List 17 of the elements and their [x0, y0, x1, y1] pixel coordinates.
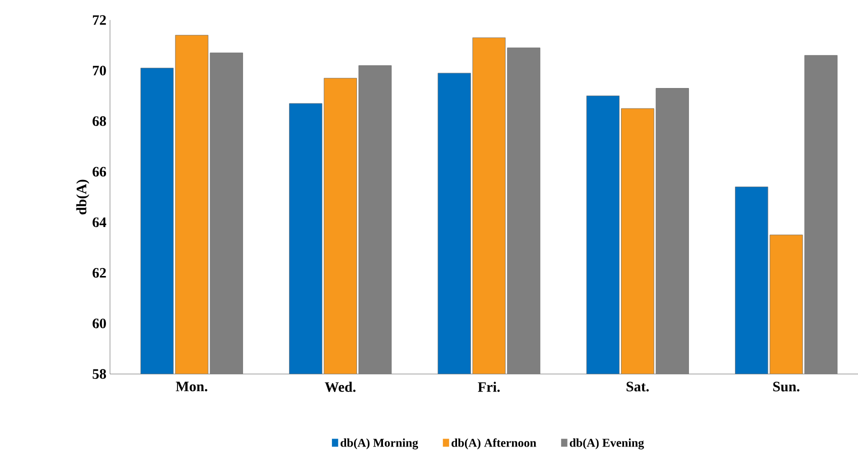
x-tick-label: Sat. [626, 382, 649, 392]
y-tick-label: 58 [92, 369, 106, 379]
legend-label: db(A) Afternoon [452, 438, 536, 450]
y-tick-label: 68 [92, 116, 106, 126]
y-tick-label: 72 [92, 15, 106, 25]
x-tick-label: Sun. [773, 382, 800, 392]
legend-label: db(A) Evening [570, 438, 644, 450]
y-tick-label: 62 [92, 268, 106, 278]
legend-label: db(A) Morning [340, 438, 418, 450]
y-tick-label: 70 [92, 66, 106, 76]
x-tick-label: Wed. [324, 382, 356, 392]
x-tick-label: Fri. [478, 382, 500, 392]
y-tick-label: 64 [92, 217, 106, 228]
y-axis-title: db(A) [76, 180, 90, 214]
y-tick-label: 60 [92, 318, 106, 328]
x-tick-label: Mon. [176, 382, 208, 392]
y-tick-label: 66 [92, 166, 106, 177]
